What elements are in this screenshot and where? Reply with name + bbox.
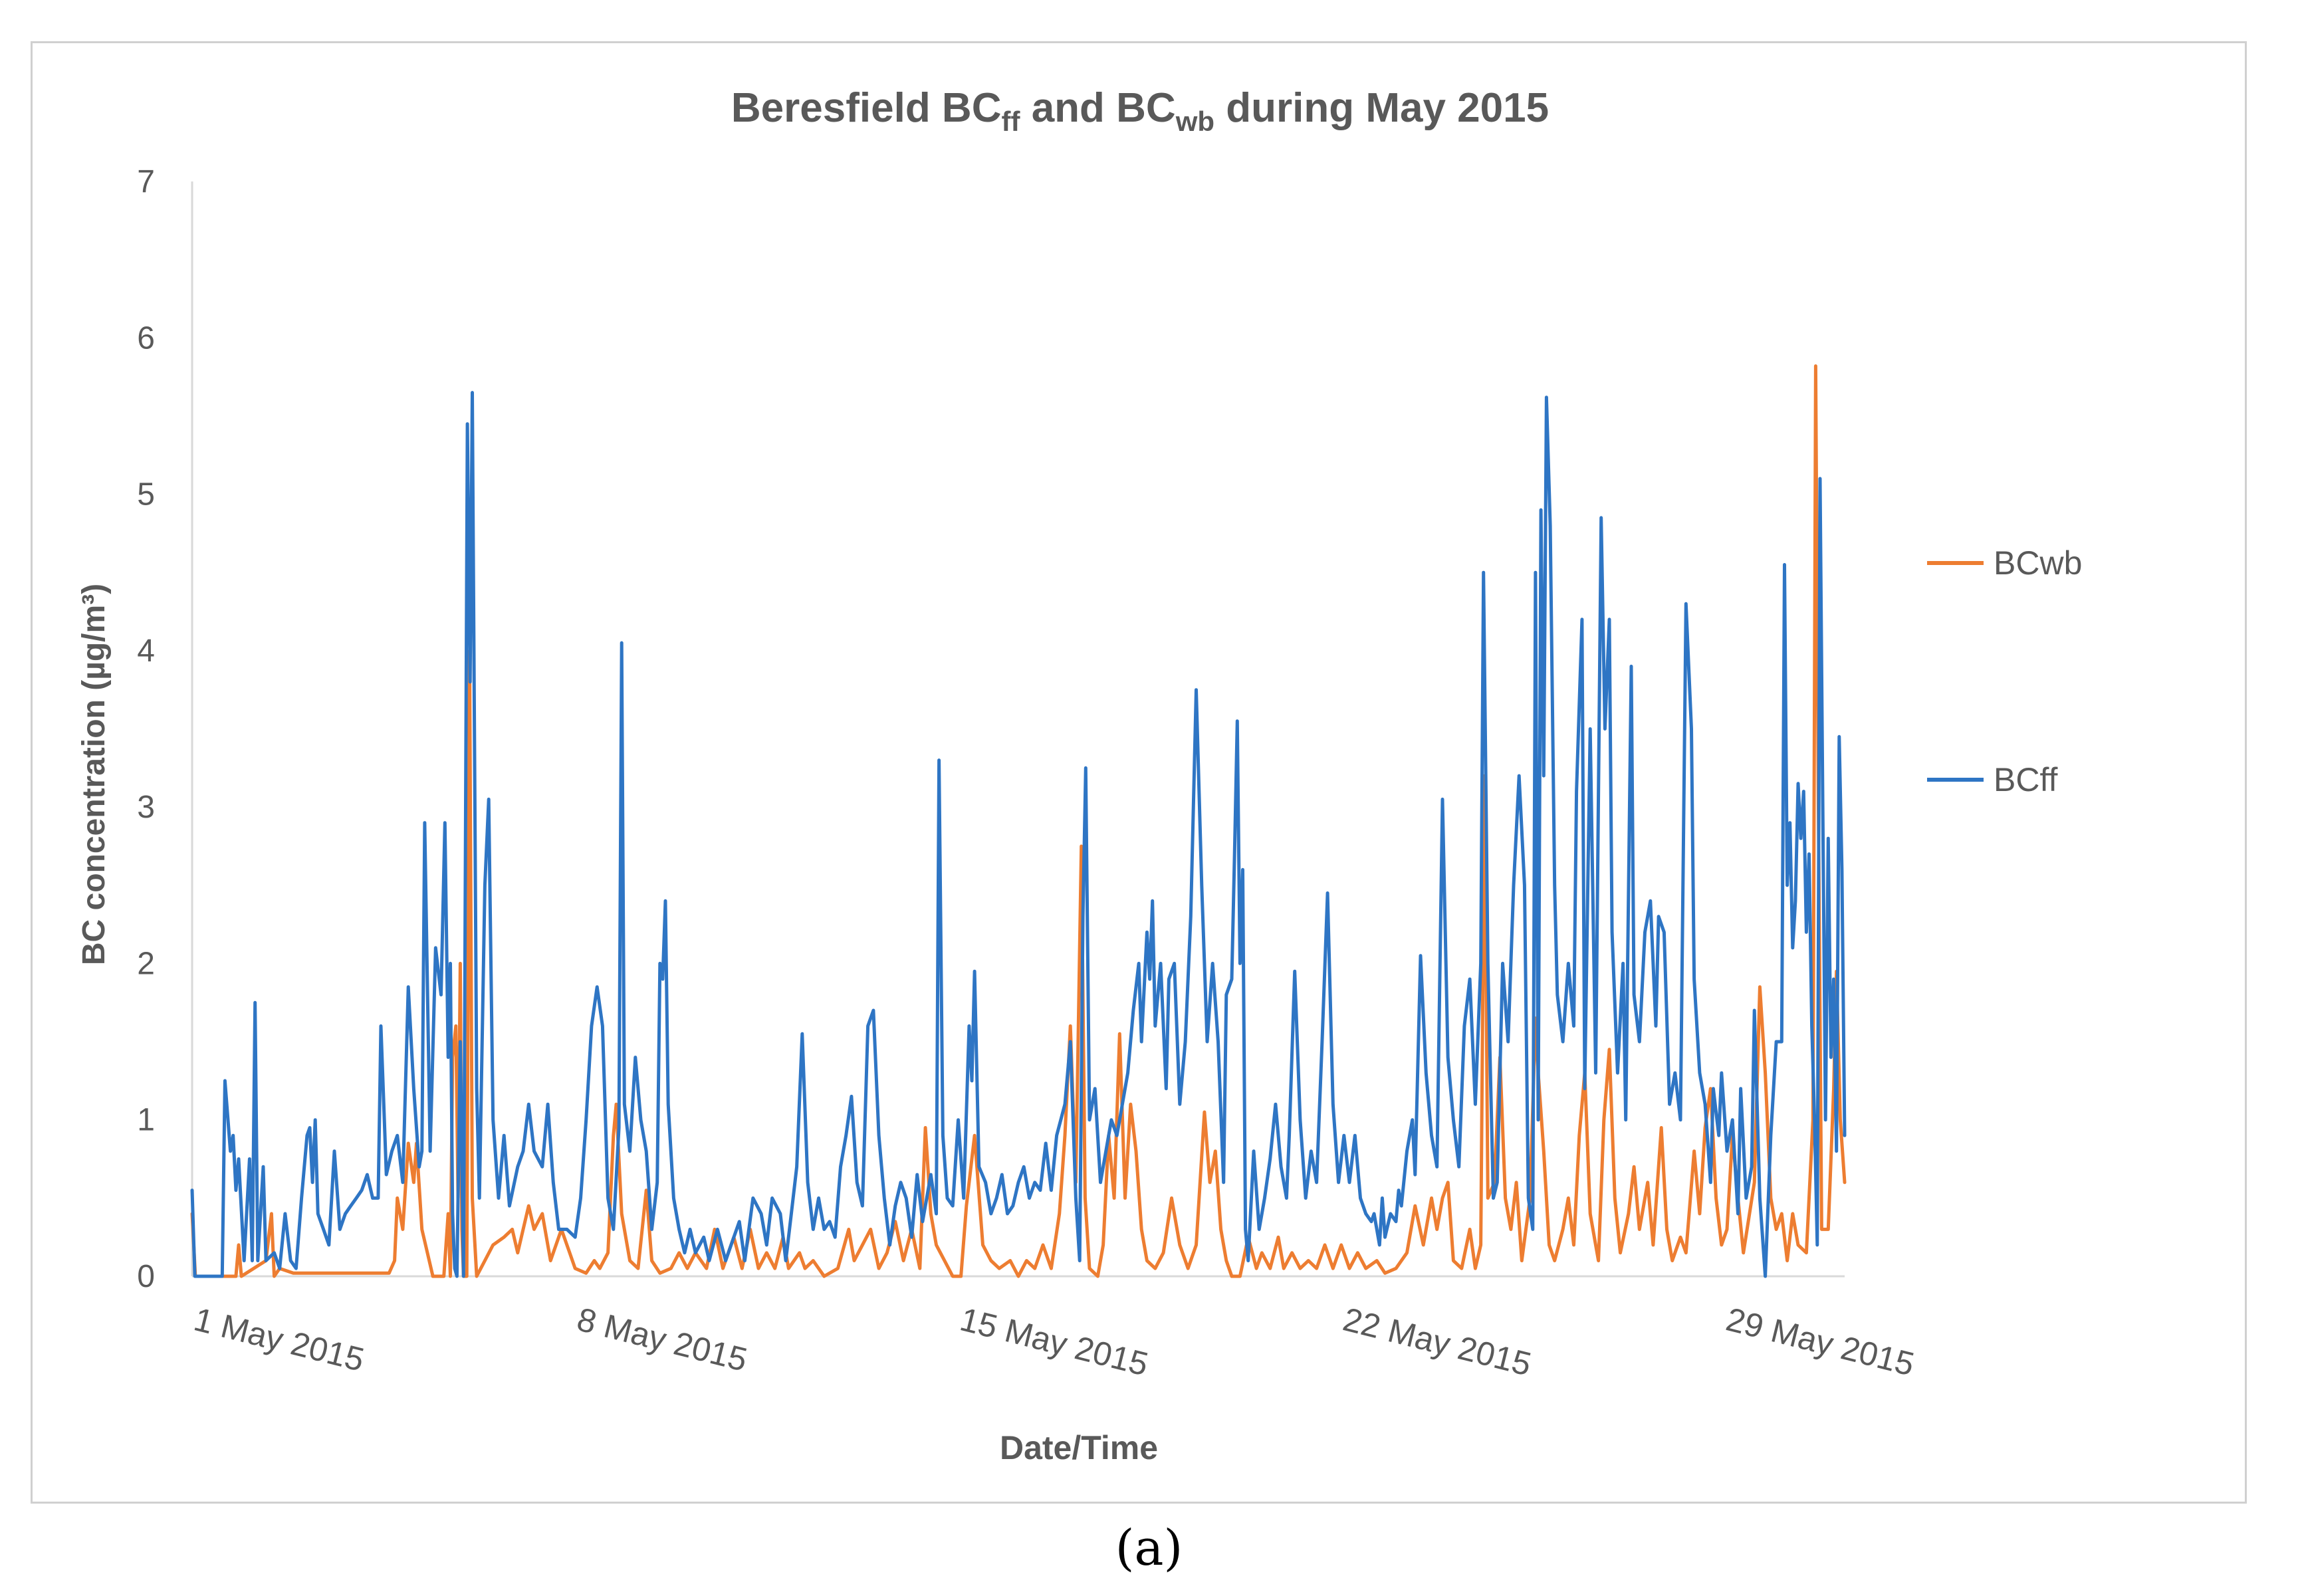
x-tick-label: 15 May 2015	[957, 1300, 1152, 1383]
legend-layer: BCwb BCff	[1927, 544, 2082, 798]
chart-title-suffix: during May 2015	[1214, 85, 1549, 131]
series-line-bcff	[190, 391, 1847, 1278]
series-layer	[190, 364, 1847, 1278]
y-tick-label: 3	[137, 790, 155, 825]
y-tick-label: 2	[137, 946, 155, 981]
legend-item-bcff: BCff	[1927, 761, 2057, 798]
y-tick-label: 5	[137, 477, 155, 513]
panel-label: (a)	[1115, 1520, 1183, 1577]
x-axis-label: Date/Time	[1000, 1429, 1158, 1466]
chart-svg: Beresfield BCff and BCwb during May 2015…	[76, 85, 2082, 1466]
y-tick-label: 7	[137, 164, 155, 199]
chart-title-prefix: Beresfield BC	[731, 85, 1002, 131]
x-tick-label: 8 May 2015	[574, 1300, 751, 1379]
chart-title-middle: and BC	[1020, 85, 1175, 131]
y-tick-label: 6	[137, 320, 155, 356]
legend-label: BCff	[1994, 761, 2057, 798]
y-tick-label: 4	[137, 633, 155, 669]
x-tick-label: 22 May 2015	[1339, 1300, 1535, 1383]
legend-item-bcwb: BCwb	[1927, 544, 2082, 582]
chart-title-sub1: ff	[1001, 106, 1020, 137]
x-tick-label: 29 May 2015	[1722, 1300, 1918, 1383]
y-tick-label: 1	[137, 1103, 155, 1138]
chart-frame: Beresfield BCff and BCwb during May 2015…	[31, 41, 2247, 1504]
x-tick-label: 1 May 2015	[190, 1300, 368, 1379]
series-line-bcwb	[190, 364, 1847, 1278]
legend-label: BCwb	[1994, 544, 2082, 582]
y-axis-label: BC concentration (µg/m³)	[76, 584, 112, 965]
y-tick-label: 0	[137, 1259, 155, 1294]
chart-title-sub2: wb	[1175, 106, 1214, 137]
chart-title: Beresfield BCff and BCwb during May 2015	[731, 85, 1549, 137]
